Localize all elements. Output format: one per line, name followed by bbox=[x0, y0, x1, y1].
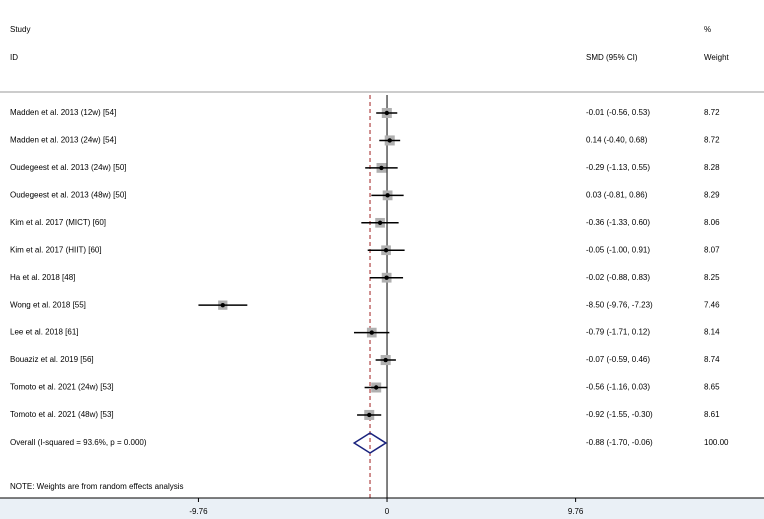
ci-label: 0.03 (-0.81, 0.86) bbox=[586, 190, 648, 199]
study-label: Oudegeest et al. 2013 (48w) [50] bbox=[10, 190, 127, 199]
overall-diamond bbox=[352, 432, 388, 454]
weight-label: 8.14 bbox=[704, 328, 720, 337]
point-estimate bbox=[374, 385, 379, 390]
weight-label: 8.29 bbox=[704, 190, 720, 199]
axis-band bbox=[0, 498, 764, 519]
weight-label: 8.74 bbox=[704, 355, 720, 364]
x-tick-label: 9.76 bbox=[568, 507, 584, 516]
header-weight: Weight bbox=[704, 53, 730, 62]
header-id: ID bbox=[10, 53, 18, 62]
weight-label: 8.25 bbox=[704, 273, 720, 282]
point-estimate bbox=[379, 165, 384, 171]
ci-label: -0.02 (-0.88, 0.83) bbox=[586, 273, 650, 282]
weight-label: 8.28 bbox=[704, 163, 720, 172]
overall-ci-label: -0.88 (-1.70, -0.06) bbox=[586, 438, 653, 447]
point-estimate bbox=[387, 138, 392, 143]
study-label: Ha et al. 2018 [48] bbox=[10, 273, 75, 282]
header-pct: % bbox=[704, 25, 711, 34]
ci-label: -0.01 (-0.56, 0.53) bbox=[586, 108, 650, 117]
study-label: Tomoto et al. 2021 (24w) [53] bbox=[10, 383, 114, 392]
ci-label: -0.79 (-1.71, 0.12) bbox=[586, 328, 650, 337]
weight-label: 8.61 bbox=[704, 410, 720, 419]
weight-label: 8.72 bbox=[704, 108, 720, 117]
study-label: Wong et al. 2018 [55] bbox=[10, 300, 86, 309]
study-label: Lee et al. 2018 [61] bbox=[10, 328, 79, 337]
ci-label: -0.36 (-1.33, 0.60) bbox=[586, 218, 650, 227]
study-label: Kim et al. 2017 (MICT) [60] bbox=[10, 218, 106, 227]
weight-label: 8.72 bbox=[704, 136, 720, 145]
study-label: Madden et al. 2013 (24w) [54] bbox=[10, 136, 116, 145]
weight-label: 8.65 bbox=[704, 383, 720, 392]
point-estimate bbox=[384, 275, 389, 280]
point-estimate bbox=[367, 412, 372, 418]
weight-label: 7.46 bbox=[704, 300, 720, 309]
point-estimate bbox=[220, 302, 225, 308]
ci-label: 0.14 (-0.40, 0.68) bbox=[586, 136, 648, 145]
weight-label: 8.06 bbox=[704, 218, 720, 227]
overall-weight-label: 100.00 bbox=[704, 438, 729, 447]
point-estimate bbox=[383, 248, 389, 253]
point-estimate bbox=[377, 220, 383, 225]
point-estimate bbox=[385, 193, 390, 198]
overall-label: Overall (I-squared = 93.6%, p = 0.000) bbox=[10, 438, 147, 447]
point-estimate bbox=[383, 357, 388, 363]
ci-label: -0.92 (-1.55, -0.30) bbox=[586, 410, 653, 419]
ci-label: -0.56 (-1.16, 0.03) bbox=[586, 383, 650, 392]
study-label: Madden et al. 2013 (12w) [54] bbox=[10, 108, 116, 117]
ci-label: -0.29 (-1.13, 0.55) bbox=[586, 163, 650, 172]
study-label: Kim et al. 2017 (HIIT) [60] bbox=[10, 245, 102, 254]
note: NOTE: Weights are from random effects an… bbox=[10, 482, 184, 491]
ci-label: -0.05 (-1.00, 0.91) bbox=[586, 245, 650, 254]
point-estimate bbox=[369, 330, 374, 335]
study-label: Bouaziz et al. 2019 [56] bbox=[10, 355, 94, 364]
x-tick-label: -9.76 bbox=[189, 507, 208, 516]
ci-label: -0.07 (-0.59, 0.46) bbox=[586, 355, 650, 364]
study-label: Tomoto et al. 2021 (48w) [53] bbox=[10, 410, 114, 419]
header-study: Study bbox=[10, 25, 30, 34]
weight-label: 8.07 bbox=[704, 245, 720, 254]
ci-label: -8.50 (-9.76, -7.23) bbox=[586, 300, 653, 309]
study-label: Oudegeest et al. 2013 (24w) [50] bbox=[10, 163, 127, 172]
header-effect: SMD (95% CI) bbox=[586, 53, 638, 62]
point-estimate bbox=[384, 110, 390, 116]
x-tick-label: 0 bbox=[385, 507, 390, 516]
